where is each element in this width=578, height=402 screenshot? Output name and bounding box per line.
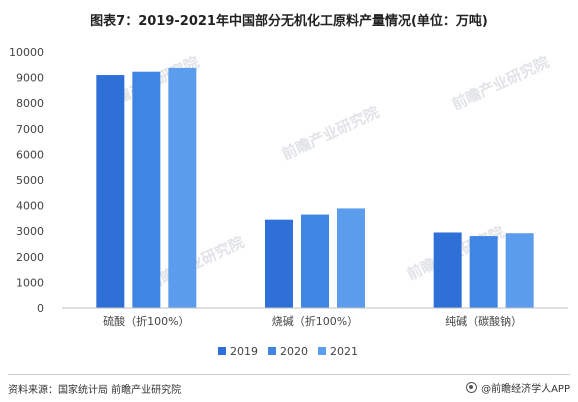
brand-logo-icon bbox=[466, 382, 478, 393]
y-tick-label: 5000 bbox=[16, 174, 44, 187]
x-category-label: 纯碱（碳酸钠） bbox=[445, 314, 522, 328]
y-tick-label: 0 bbox=[37, 302, 44, 315]
y-tick-label: 4000 bbox=[16, 200, 44, 213]
y-axis: 0 1000 2000 3000 4000 5000 6000 7000 8000 9000 100… bbox=[9, 46, 44, 315]
footer: 资料来源：国家统计局 前瞻产业研究院 @前瞻经济学人APP bbox=[0, 372, 578, 402]
legend: 2019 2020 2021 bbox=[218, 345, 358, 358]
chart-title: 图表7：2019-2021年中国部分无机化工原料产量情况(单位：万吨) bbox=[90, 14, 488, 29]
bar-2020-0 bbox=[132, 71, 161, 308]
y-tick-label: 2000 bbox=[16, 251, 44, 264]
y-tick-label: 9000 bbox=[16, 72, 44, 85]
x-category-label: 硫酸（折100%） bbox=[103, 314, 189, 328]
bar-2019-2 bbox=[433, 232, 462, 308]
bar-2021-1 bbox=[337, 208, 365, 308]
x-category-label: 烧碱（折100%） bbox=[272, 314, 358, 328]
footer-divider bbox=[8, 374, 570, 375]
watermark-text: 前瞻产业研究院 bbox=[449, 53, 552, 114]
y-tick-label: 1000 bbox=[16, 276, 44, 289]
legend-swatch-2021 bbox=[318, 347, 326, 355]
bar-2019-1 bbox=[265, 219, 293, 308]
x-axis: 硫酸（折100%） 烧碱（折100%） 纯碱（碳酸钠） bbox=[103, 314, 522, 328]
y-tick-label: 3000 bbox=[16, 225, 44, 238]
bar-2021-0 bbox=[168, 67, 197, 308]
bar-2021-2 bbox=[505, 233, 534, 308]
legend-label-2019: 2019 bbox=[230, 345, 258, 358]
y-tick-label: 8000 bbox=[16, 97, 44, 110]
bar-chart: 前瞻产业研究院前瞻产业研究院前瞻产业研究院前瞻产业研究院前瞻产业研究院 0100… bbox=[9, 46, 568, 358]
brand-credit: @前瞻经济学人APP bbox=[466, 380, 570, 395]
bar-2020-1 bbox=[301, 214, 329, 308]
bar-2019-0 bbox=[96, 75, 125, 308]
legend-label-2020: 2020 bbox=[280, 345, 308, 358]
bars bbox=[96, 67, 534, 308]
legend-label-2021: 2021 bbox=[330, 345, 358, 358]
brand-text: @前瞻经济学人APP bbox=[481, 384, 570, 395]
legend-swatch-2020 bbox=[268, 347, 276, 355]
source-note: 资料来源：国家统计局 前瞻产业研究院 bbox=[8, 385, 182, 396]
bar-2020-2 bbox=[469, 236, 498, 308]
y-tick-label: 10000 bbox=[9, 46, 44, 59]
y-tick-label: 7000 bbox=[16, 123, 44, 136]
legend-swatch-2019 bbox=[218, 347, 226, 355]
y-tick-label: 6000 bbox=[16, 148, 44, 161]
watermark-text: 前瞻产业研究院 bbox=[279, 103, 382, 164]
